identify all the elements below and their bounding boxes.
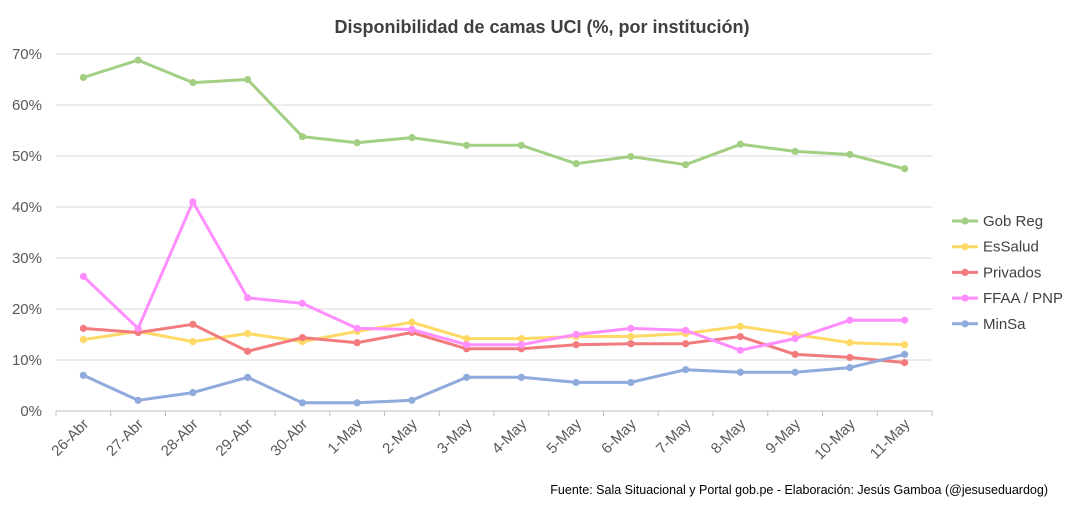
- data-point: [79, 336, 87, 344]
- y-tick-label: 30%: [12, 250, 42, 267]
- source-note: Fuente: Sala Situacional y Portal gob.pe…: [550, 483, 1048, 497]
- data-point: [572, 330, 580, 339]
- legend-swatch-marker: [961, 294, 969, 302]
- data-point: [134, 324, 142, 332]
- data-point: [189, 78, 197, 87]
- y-tick-label: 0%: [20, 403, 42, 420]
- data-point: [791, 350, 799, 358]
- data-point: [189, 338, 197, 346]
- legend-label: MinSa: [983, 316, 1026, 333]
- data-point: [682, 161, 690, 169]
- data-point: [298, 299, 306, 307]
- data-point: [627, 332, 635, 341]
- data-point: [353, 339, 361, 347]
- data-point: [682, 340, 690, 348]
- data-point: [791, 368, 799, 376]
- series-lines: [79, 56, 909, 407]
- y-tick-label: 70%: [12, 46, 42, 63]
- data-point: [244, 347, 252, 355]
- data-point: [244, 75, 252, 84]
- legend-label: Privados: [983, 264, 1041, 281]
- data-point: [408, 396, 416, 404]
- y-tick-label: 60%: [12, 97, 42, 114]
- data-point: [901, 165, 909, 173]
- data-point: [627, 324, 635, 332]
- data-point: [79, 272, 87, 280]
- data-point: [736, 332, 744, 341]
- gridlines: [56, 53, 932, 361]
- data-point: [901, 350, 909, 358]
- legend: Gob Reg EsSalud Privados FFAA / PNP MinSa: [952, 213, 1063, 333]
- data-point: [627, 152, 635, 161]
- data-point: [463, 373, 471, 381]
- legend-swatch-marker: [961, 320, 969, 328]
- data-point: [463, 341, 471, 349]
- data-point: [353, 324, 361, 332]
- data-point: [846, 353, 854, 362]
- data-point: [244, 294, 252, 302]
- data-point: [846, 364, 854, 372]
- data-point: [517, 334, 525, 343]
- data-point: [517, 373, 525, 381]
- y-tick-label: 10%: [12, 352, 42, 369]
- data-point: [353, 399, 361, 407]
- y-tick-label: 50%: [12, 148, 42, 165]
- data-point: [572, 341, 580, 349]
- series-line: [81, 58, 907, 171]
- data-point: [846, 316, 854, 324]
- data-point: [79, 324, 87, 332]
- y-tick-label: 40%: [12, 199, 42, 216]
- series-line: [81, 352, 907, 405]
- legend-label: Gob Reg: [983, 213, 1043, 230]
- data-point: [682, 326, 690, 335]
- data-point: [408, 318, 416, 326]
- data-point: [189, 389, 197, 397]
- data-point: [463, 334, 471, 343]
- data-point: [572, 160, 580, 168]
- data-point: [791, 334, 799, 343]
- data-point: [572, 378, 580, 387]
- chart-title: Disponibilidad de camas UCI (%, por inst…: [334, 17, 749, 37]
- data-point: [682, 366, 690, 374]
- data-point: [791, 147, 799, 156]
- data-point: [736, 346, 744, 354]
- data-point: [189, 198, 197, 206]
- data-point: [408, 134, 416, 142]
- y-tick-label: 20%: [12, 301, 42, 318]
- data-point: [846, 150, 854, 159]
- series-line: [81, 200, 907, 352]
- data-point: [517, 141, 525, 149]
- data-point: [353, 139, 361, 147]
- data-point: [298, 399, 306, 407]
- legend-swatch-marker: [961, 243, 969, 251]
- legend-swatch-marker: [961, 268, 969, 276]
- data-point: [298, 333, 306, 342]
- data-point: [134, 56, 142, 64]
- legend-label: FFAA / PNP: [983, 290, 1063, 307]
- data-point: [79, 371, 87, 379]
- data-point: [736, 322, 744, 330]
- data-point: [901, 316, 909, 324]
- data-point: [134, 396, 142, 404]
- data-point: [244, 329, 252, 338]
- legend-label: EsSalud: [983, 239, 1039, 256]
- data-point: [79, 73, 87, 82]
- data-point: [627, 340, 635, 348]
- legend-swatch-marker: [961, 217, 969, 225]
- data-point: [846, 339, 854, 347]
- data-point: [901, 358, 909, 367]
- data-point: [298, 133, 306, 141]
- data-point: [627, 378, 635, 387]
- data-point: [736, 368, 744, 376]
- data-point: [463, 141, 471, 149]
- data-point: [901, 341, 909, 349]
- data-point: [408, 325, 416, 333]
- data-point: [736, 140, 744, 148]
- data-point: [189, 320, 197, 328]
- data-point: [244, 373, 252, 381]
- data-point: [517, 341, 525, 349]
